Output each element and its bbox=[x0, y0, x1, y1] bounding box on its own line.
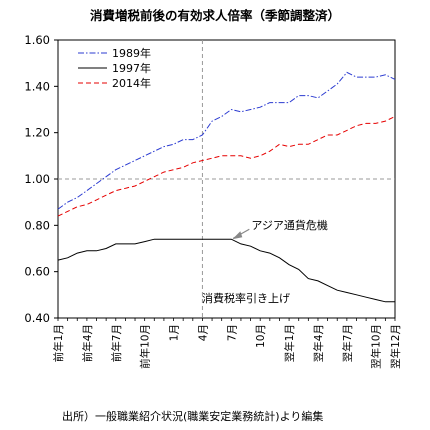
y-tick-label: 0.60 bbox=[24, 265, 50, 279]
x-tick-label: 前年10月 bbox=[139, 324, 152, 369]
x-tick-label: 1月 bbox=[169, 324, 181, 341]
chart-title: 消費増税前後の有効求人倍率（季節調整済） bbox=[90, 8, 340, 23]
y-tick-label: 1.40 bbox=[24, 79, 50, 93]
x-tick-label: 翌年10月 bbox=[370, 324, 383, 369]
y-tick-label: 1.00 bbox=[24, 172, 50, 186]
annotation-arrowhead bbox=[232, 231, 243, 240]
legend-label: 2014年 bbox=[112, 76, 151, 90]
annotation-asia-crisis: アジア通貨危機 bbox=[251, 218, 328, 232]
x-tick-label: 翌年7月 bbox=[341, 324, 354, 362]
series-line-2014年 bbox=[57, 116, 396, 217]
source-note: 出所）一般職業紹介状況(職業安定業務統計)より編集 bbox=[62, 409, 323, 423]
x-tick-label: 翌年12月 bbox=[389, 324, 402, 369]
series-line-1989年 bbox=[57, 71, 396, 210]
x-tick-label: 10月 bbox=[255, 324, 267, 348]
x-tick-label: 前年4月 bbox=[81, 324, 94, 362]
y-tick-label: 1.20 bbox=[24, 126, 50, 140]
reference-lines bbox=[58, 40, 395, 318]
annotation-tax-hike: 消費税率引き上げ bbox=[202, 291, 290, 305]
x-tick-label: 7月 bbox=[226, 324, 238, 341]
legend-label: 1989年 bbox=[112, 46, 151, 60]
y-tick-label: 0.80 bbox=[24, 218, 50, 232]
x-tick-label: 前年1月 bbox=[52, 324, 65, 362]
x-tick-label: 翌年4月 bbox=[312, 324, 325, 362]
legend-label: 1997年 bbox=[112, 61, 151, 75]
y-tick-label: 1.60 bbox=[24, 33, 50, 47]
axes: 0.40 0.60 0.80 1.00 1.20 1.40 1.60 前年1月 前年4月 前年7月… bbox=[24, 33, 402, 369]
y-tick-label: 0.40 bbox=[24, 311, 50, 325]
x-tick-label: 4月 bbox=[197, 324, 209, 341]
x-tick-label: 翌年1月 bbox=[283, 324, 296, 362]
series-lines bbox=[57, 71, 396, 303]
series-line-1997年 bbox=[57, 238, 395, 303]
x-tick-label: 前年7月 bbox=[110, 324, 123, 362]
